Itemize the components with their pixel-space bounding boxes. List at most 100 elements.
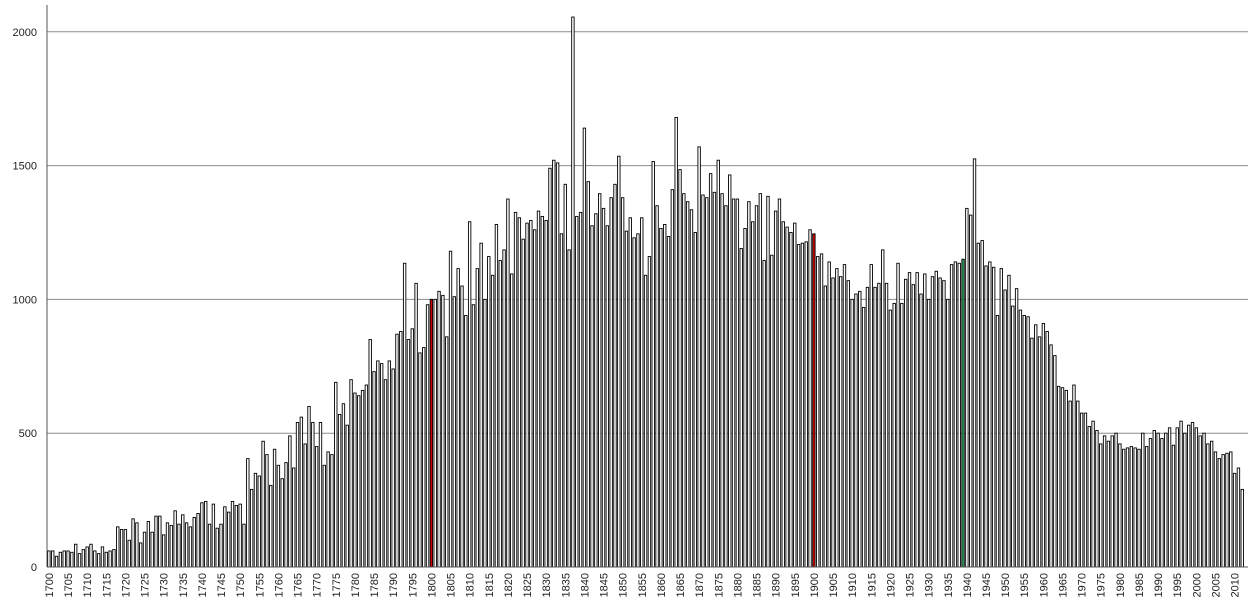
bar [280,478,284,568]
bar [911,284,916,568]
bar [1171,444,1176,568]
bar [372,371,376,568]
bar [502,249,506,568]
bar [154,515,158,568]
bar [441,294,445,568]
bar [334,381,338,568]
bar [204,500,208,568]
x-tick-label: 1840 [579,573,591,597]
bar [781,221,785,568]
bar [823,285,828,568]
bar [1229,451,1233,568]
bar [227,511,231,568]
bar [532,229,537,568]
bar [77,553,82,568]
bar [127,539,131,568]
bar [873,286,877,568]
bar [666,236,671,568]
x-tick-label: 1795 [407,573,419,597]
bar [345,424,349,568]
bar [1118,443,1122,568]
bar [1068,400,1072,568]
bar [517,217,522,568]
bar [513,211,518,568]
bar [47,550,51,568]
bar [1026,316,1030,568]
bar [1014,288,1019,568]
bar [234,504,239,568]
bar [563,183,567,568]
bar [395,333,399,568]
x-tick-label: 2005 [1210,573,1222,597]
bar [800,242,805,568]
x-tick-label: 1740 [197,573,209,597]
bar [307,405,311,568]
bar [422,347,426,568]
x-tick-label: 1790 [388,573,400,597]
x-tick-label: 1905 [828,573,840,597]
bar [1076,400,1080,568]
bar [1187,424,1191,568]
x-tick-label: 1810 [465,573,477,597]
bar [613,183,617,568]
bar [728,174,732,568]
bar [1225,452,1229,568]
bar [471,304,476,568]
bar [265,454,269,568]
bar [207,523,212,568]
bar [540,215,544,568]
bar [995,314,1000,568]
bar [437,290,441,568]
x-tick-label: 1880 [732,573,744,597]
bar [1129,446,1134,568]
bar [647,256,652,568]
bar [972,158,977,568]
bar [1206,443,1210,568]
bar [842,264,847,568]
bar [751,221,755,568]
bar [1125,447,1130,568]
bar [881,249,885,568]
bar [445,336,449,568]
bar [253,472,258,568]
bar [1072,384,1076,568]
x-tick-label: 1730 [159,573,171,597]
bar [766,195,770,568]
x-tick-label: 1845 [599,573,611,597]
bar [230,500,235,568]
x-tick-label: 1950 [1000,573,1012,597]
bar [142,531,147,568]
x-tick-label: 1820 [503,573,515,597]
bar [1148,438,1153,568]
bar [452,296,457,568]
bar [249,488,254,568]
bar [1095,430,1099,568]
bar [269,484,273,568]
bar [663,223,667,568]
bar [360,389,365,568]
bar [682,193,686,568]
x-tick-label: 1900 [809,573,821,597]
bar [1160,438,1164,568]
x-tick-label: 1715 [101,573,113,597]
bar [999,268,1003,568]
bar [387,360,391,568]
bar [1018,309,1023,568]
bar [70,551,74,568]
x-tick-label: 1965 [1057,573,1069,597]
bar [246,458,250,568]
bar [835,268,839,568]
bar [1087,426,1091,568]
bar [961,258,965,568]
x-tick-label: 1970 [1077,573,1089,597]
x-tick-label: 1755 [254,573,266,597]
x-tick-label: 1940 [962,573,974,597]
bar [1190,422,1195,568]
bar [425,304,430,568]
bar [674,116,678,568]
bar [311,422,315,568]
bar [559,233,564,568]
bar [571,16,575,568]
bar [326,451,330,568]
bar [1114,432,1118,568]
